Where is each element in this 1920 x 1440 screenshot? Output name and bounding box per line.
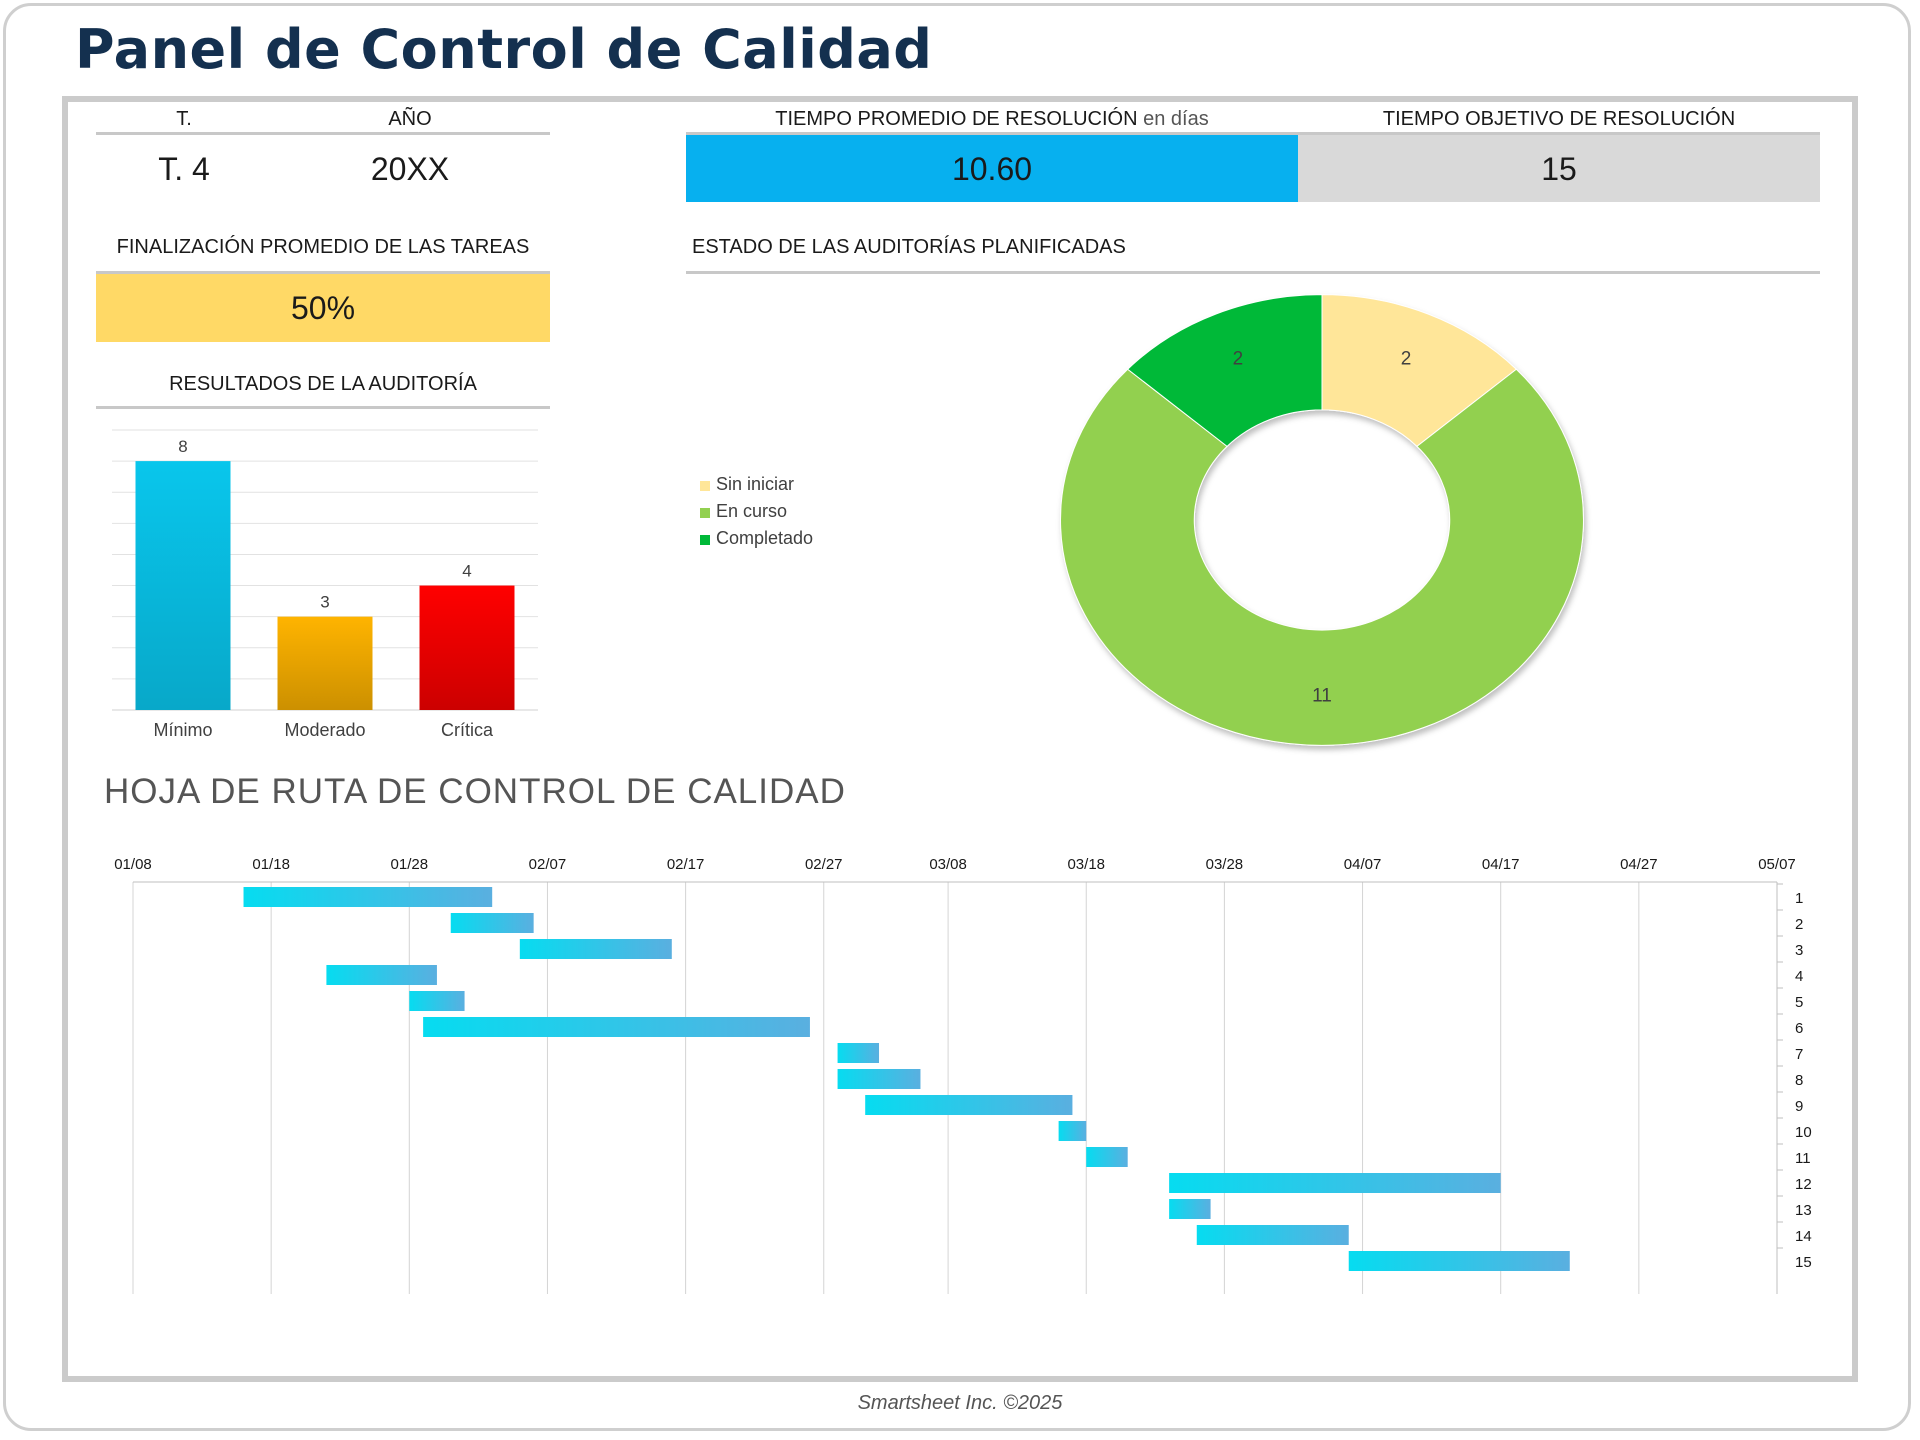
task-bar-7 [837,1043,880,1063]
task-id-label: 12 [1795,1176,1812,1193]
avg-resolution-unit: en días [1143,108,1209,130]
x-tick-label: 04/17 [1482,856,1520,873]
x-tick-label: 03/18 [1067,856,1105,873]
x-tick-label: 02/07 [529,856,567,873]
legend-label: Sin iniciar [716,474,795,494]
x-tick-label: 01/08 [114,856,152,873]
year-value: 20XX [370,151,450,187]
roadmap-title: HOJA DE RUTA DE CONTROL DE CALIDAD [104,772,846,811]
task-bar-5 [409,991,465,1011]
x-tick-label: 01/28 [391,856,429,873]
x-tick-label: 05/07 [1758,856,1796,873]
legend-swatch [700,481,710,491]
bar-value-label: 4 [462,562,471,581]
x-tick-label: 04/07 [1344,856,1382,873]
quarter-year-rule [96,132,550,135]
slice-value-label: 2 [1401,348,1412,369]
task-bar-2 [450,913,534,933]
task-id-label: 5 [1795,994,1803,1011]
task-id-label: 1 [1795,890,1803,907]
task-id-label: 11 [1795,1150,1811,1167]
avg-resolution-value: 10.60 [951,151,1033,187]
task-bar-13 [1169,1199,1211,1219]
audit-results-title: RESULTADOS DE LA AUDITORÍA [169,373,477,395]
dashboard-panel [62,96,1858,1382]
category-label: Moderado [284,720,365,740]
task-bar-3 [519,939,672,959]
task-bar-8 [837,1069,921,1089]
task-id-label: 4 [1795,968,1803,985]
task-completion-box [96,274,550,342]
x-tick-label: 03/08 [929,856,967,873]
audit-status-chart: 2 11 2 [1060,294,1584,746]
task-completion-rule [96,271,550,274]
audit-results-rule [96,406,550,409]
legend-label: Completado [716,528,814,548]
slice-value-label: 11 [1312,686,1332,707]
task-bar-10 [1058,1121,1087,1141]
donut-slice-sin-iniciar [1321,294,1518,448]
legend-label: En curso [716,501,788,521]
task-bar-6 [423,1017,810,1037]
category-label: Crítica [441,720,494,740]
task-completion-value: 50% [290,290,356,326]
quarter-value: T. 4 [158,151,210,187]
task-bar-14 [1196,1225,1349,1245]
target-resolution-box [1298,135,1820,202]
task-id-label: 8 [1795,1072,1803,1089]
bar-crítica [419,585,515,710]
task-id-label: 7 [1795,1046,1803,1063]
year-label: AÑO [388,108,432,130]
task-bar-11 [1086,1147,1128,1167]
x-tick-label: 03/28 [1206,856,1244,873]
bar-moderado [277,616,373,710]
slice-value-label: 2 [1233,348,1244,369]
task-bar-12 [1169,1173,1501,1193]
task-id-label: 9 [1795,1098,1803,1115]
task-id-label: 15 [1795,1254,1812,1271]
footer-copyright: Smartsheet Inc. ©2025 [857,1392,1063,1414]
donut-slices [1060,294,1584,746]
task-bar-4 [326,965,437,985]
task-completion-label: FINALIZACIÓN PROMEDIO DE LAS TAREAS [116,236,530,258]
x-tick-label: 02/17 [667,856,705,873]
task-id-label: 6 [1795,1020,1803,1037]
x-tick-label: 02/27 [805,856,843,873]
audit-status-title: ESTADO DE LAS AUDITORÍAS PLANIFICADAS [692,236,1126,258]
bar-value-label: 8 [178,437,187,456]
avg-resolution-label-text: TIEMPO PROMEDIO DE RESOLUCIÓN [775,108,1138,130]
roadmap-chart: 01/08 01/18 01/28 02/07 02/17 02/27 03/08 03/18… [114,856,1812,1294]
task-id-label: 10 [1795,1124,1812,1141]
task-id-label: 14 [1795,1228,1812,1245]
donut-slice-completado [1126,294,1323,448]
avg-resolution-label: TIEMPO PROMEDIO DE RESOLUCIÓN en días [686,108,1298,131]
donut-slice-en-curso [1060,368,1584,746]
task-bar-15 [1348,1251,1570,1271]
legend-swatch [700,508,710,518]
task-bar-1 [243,887,493,907]
bar-mínimo [135,461,231,710]
page-title: Panel de Control de Calidad [75,18,933,81]
task-id-label: 3 [1795,942,1803,959]
quarter-label: T. [176,108,192,130]
page-frame [3,3,1911,1431]
category-label: Mínimo [153,720,212,740]
bar-value-label: 3 [320,593,329,612]
task-bar-9 [865,1095,1073,1115]
target-resolution-value: 15 [1541,151,1577,187]
x-tick-label: 04/27 [1620,856,1658,873]
x-tick-label: 01/18 [252,856,290,873]
task-id-label: 2 [1795,916,1803,933]
resolution-rule [686,132,1820,135]
avg-resolution-box [686,135,1298,202]
legend-swatch [700,535,710,545]
task-id-label: 13 [1795,1202,1812,1219]
target-resolution-label: TIEMPO OBJETIVO DE RESOLUCIÓN [1382,108,1736,130]
audit-results-chart: 8 Mínimo 3 Moderado 4 Crítica [112,429,538,740]
audit-status-rule [686,271,1820,274]
